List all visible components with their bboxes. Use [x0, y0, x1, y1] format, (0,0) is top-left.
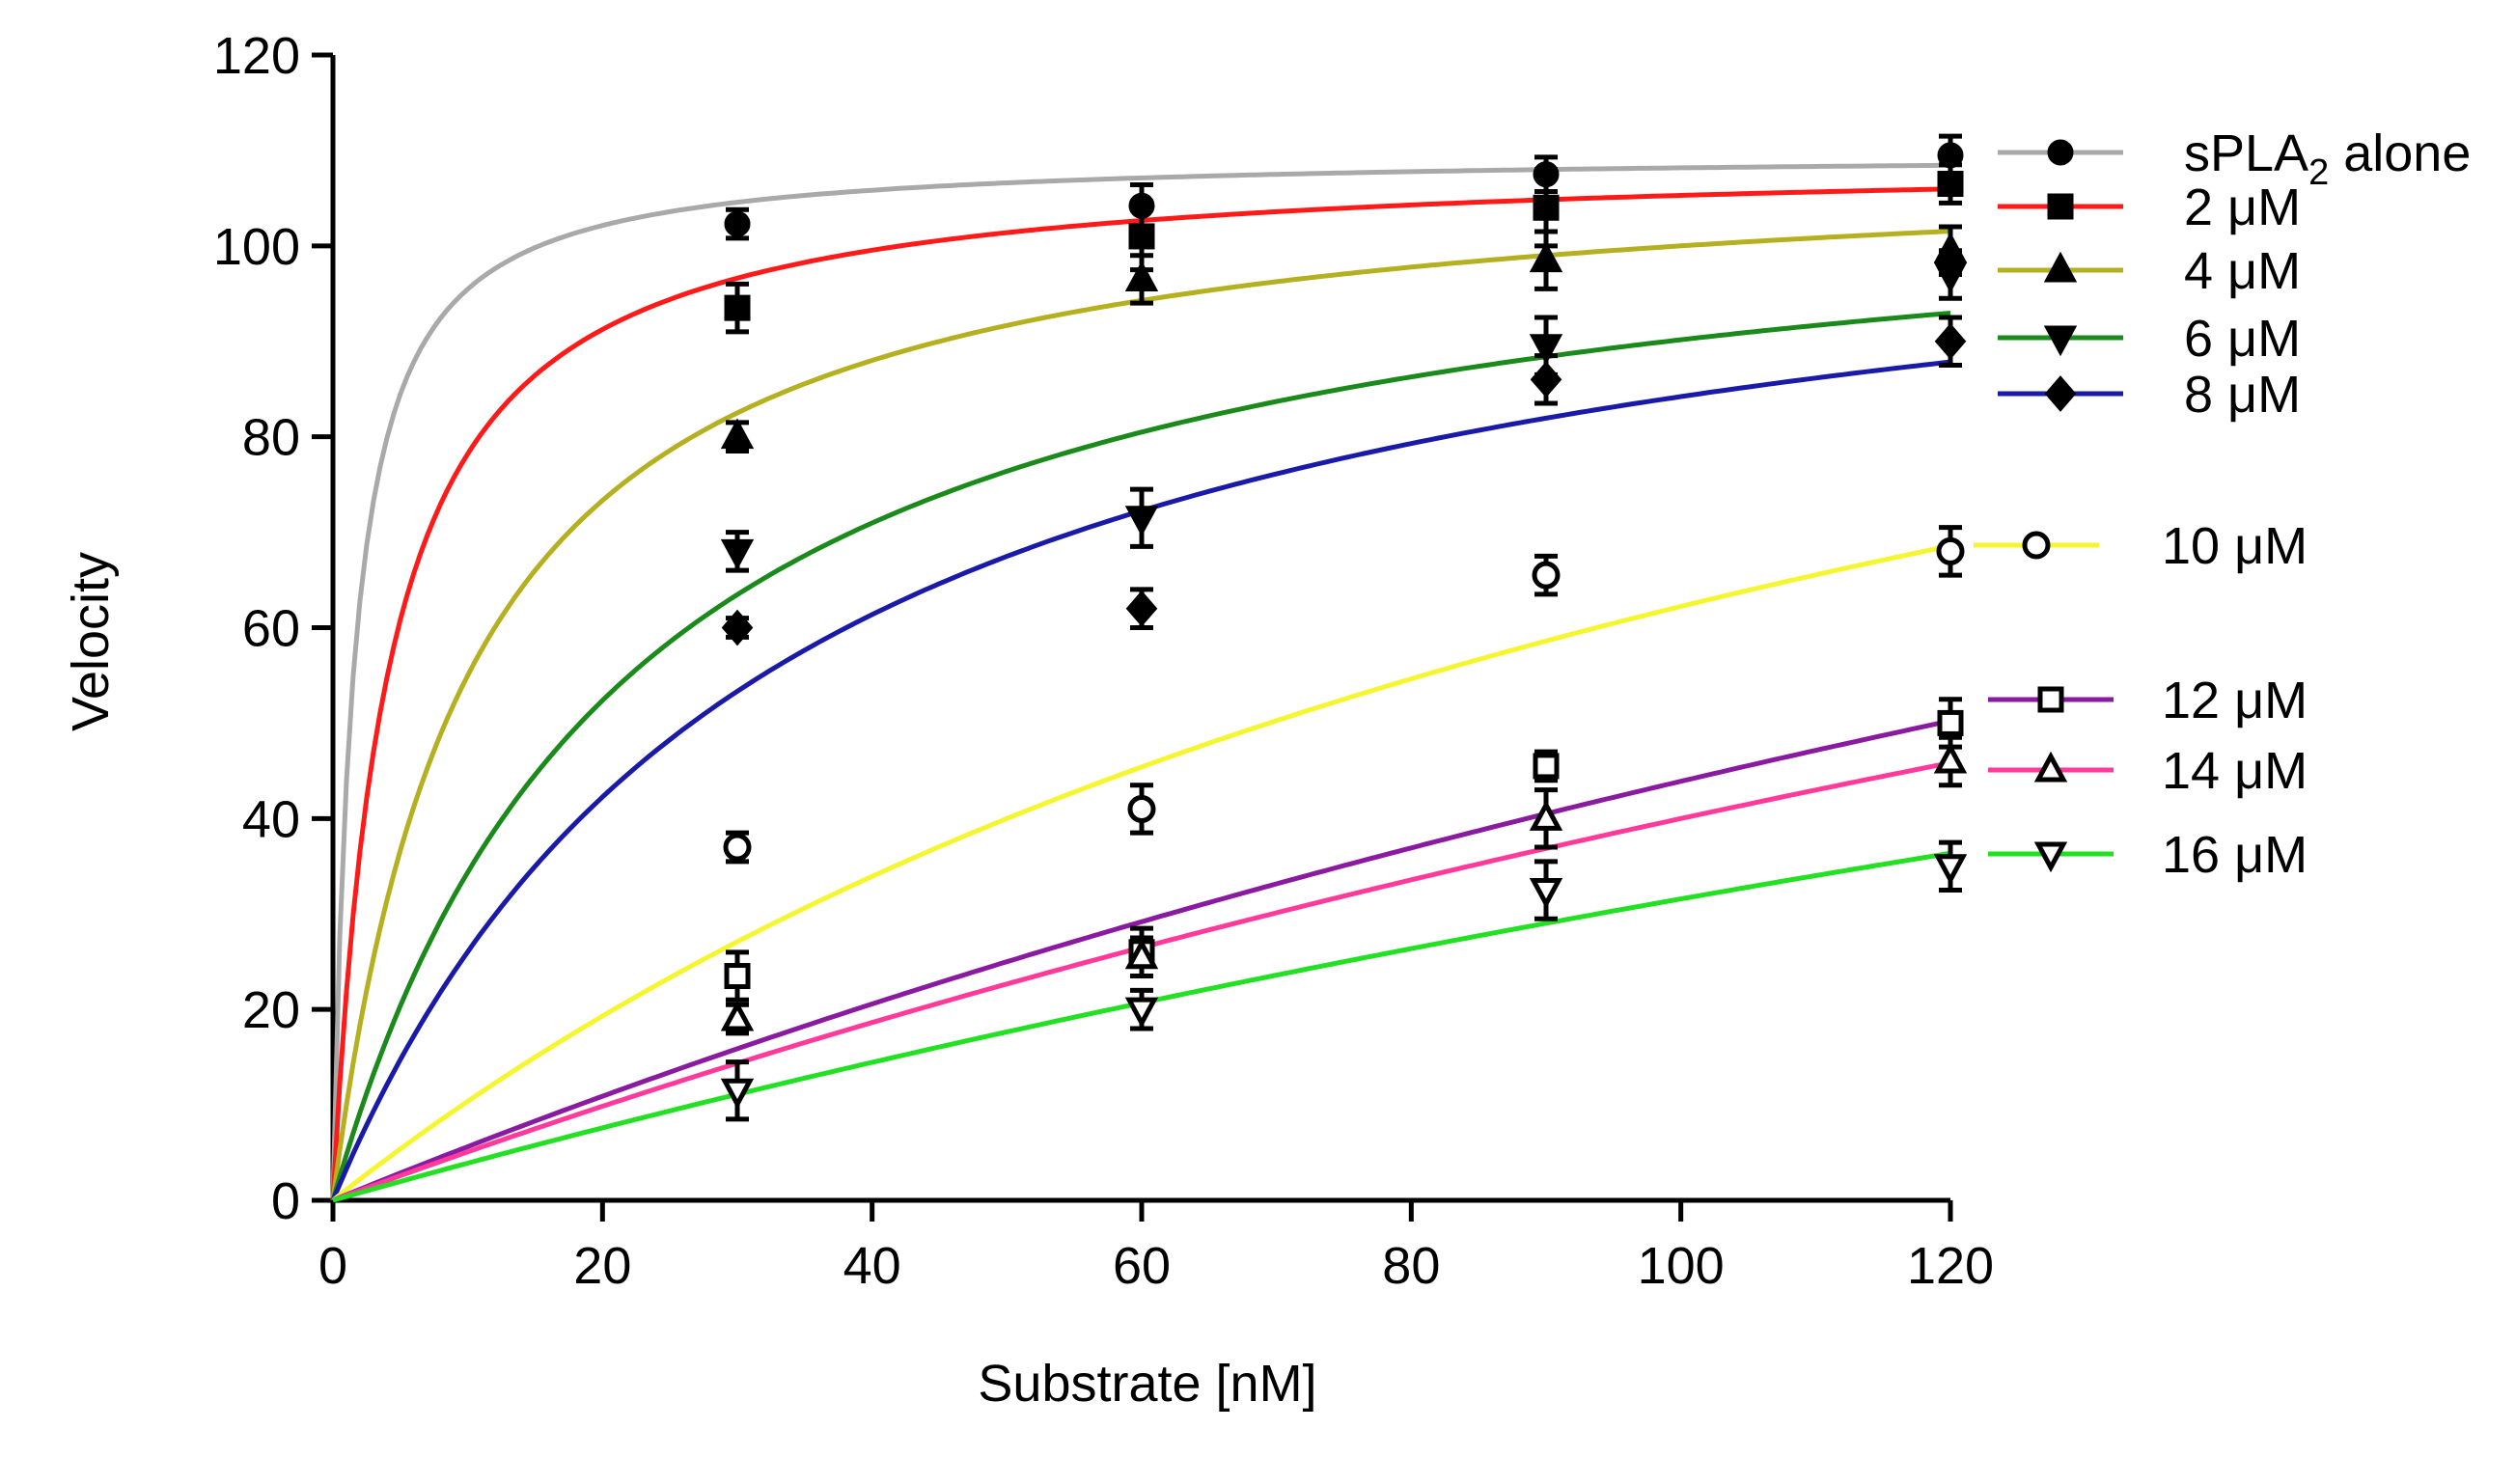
fit-curve-2 [330, 186, 1951, 1201]
legend-marker-4 [2043, 325, 2078, 357]
data-point-s2 [1533, 194, 1560, 221]
legend-label-main: 6 μM [2184, 310, 2301, 368]
data-point-s4 [1933, 262, 1968, 293]
data-point-s5 [1125, 590, 1158, 627]
fit-curves [330, 162, 1951, 1203]
y-tick-label: 40 [242, 790, 300, 848]
data-point-s4 [1124, 506, 1159, 536]
data-point-s3 [720, 418, 755, 450]
data-point-s9 [1124, 997, 1159, 1029]
data-point-s5 [1934, 322, 1967, 360]
fit-curve-6 [331, 543, 1951, 1202]
legend-label-3: 4 μM [2184, 242, 2301, 300]
legend-marker-7 [2037, 686, 2064, 713]
legend-label-main: 2 μM [2184, 179, 2301, 236]
data-point-s8 [1124, 938, 1159, 970]
data-point-s9 [720, 1078, 755, 1110]
fit-curve-1 [330, 162, 1951, 1201]
legend-label-4: 6 μM [2184, 310, 2301, 368]
legend-marker-5 [2044, 375, 2077, 412]
legend-label-7: 12 μM [2162, 672, 2308, 729]
y-tick-label: 60 [242, 600, 300, 658]
data-point-s2 [724, 294, 751, 321]
data-point-s8 [720, 1000, 755, 1031]
legend-marker-8 [2033, 751, 2068, 783]
legend-label-6: 10 μM [2162, 517, 2308, 575]
data-point-s9 [1529, 878, 1563, 909]
legend-label-8: 14 μM [2162, 742, 2308, 800]
data-point-s8 [1529, 800, 1563, 831]
legend-label-main: 8 μM [2184, 366, 2301, 424]
data-points [720, 133, 1968, 1122]
data-point-s6 [1532, 561, 1561, 590]
data-point-s5 [721, 609, 754, 646]
y-tick-label: 120 [213, 27, 300, 85]
legend-marker-6 [2022, 531, 2051, 560]
legend-label-tail: alone [2329, 124, 2471, 182]
x-tick-label: 60 [1113, 1237, 1171, 1295]
legend-label-1: sPLA2 alone [2184, 124, 2471, 193]
y-tick-label: 20 [242, 981, 300, 1039]
data-point-s7 [724, 963, 751, 990]
legend-label-9: 16 μM [2162, 826, 2308, 884]
x-tick-label: 120 [1907, 1237, 1994, 1295]
legend-marker-2 [2047, 193, 2074, 220]
y-tick-label: 100 [213, 218, 300, 276]
data-point-s6 [1127, 794, 1156, 823]
x-tick-label: 80 [1382, 1237, 1440, 1295]
x-tick-label: 20 [573, 1237, 631, 1295]
fit-curve-7 [332, 718, 1951, 1203]
legend-marker-3 [2043, 251, 2078, 283]
y-tick-label: 80 [242, 409, 300, 467]
data-point-s1 [724, 210, 751, 237]
x-tick-label: 100 [1638, 1237, 1725, 1295]
legend-label-main: 4 μM [2184, 242, 2301, 300]
legend-label-main: sPLA [2184, 124, 2308, 182]
data-point-s4 [1529, 334, 1563, 365]
data-point-s4 [720, 538, 755, 570]
y-tick-label: 0 [271, 1172, 300, 1230]
fit-curve-3 [330, 229, 1951, 1201]
data-point-s8 [1933, 742, 1968, 774]
data-point-s6 [723, 833, 752, 862]
data-point-s5 [1530, 361, 1562, 398]
x-axis-label: Substrate [nM] [978, 1355, 1316, 1413]
x-tick-label: 40 [843, 1237, 901, 1295]
legend-label-main: 10 μM [2162, 517, 2308, 575]
legend-label-main: 16 μM [2162, 826, 2308, 884]
legend-label-main: 12 μM [2162, 672, 2308, 729]
legend-label-main: 14 μM [2162, 742, 2308, 800]
data-point-s9 [1933, 854, 1968, 886]
legend-marker-1 [2047, 139, 2074, 166]
y-axis-label: Velocity [62, 552, 120, 731]
data-point-s6 [1936, 536, 1965, 565]
axes: 0 20 40 60 80 100 120 0 20 40 60 80 100 120 [213, 27, 1994, 1295]
legend-label-5: 8 μM [2184, 366, 2301, 424]
legend-label-2: 2 μM [2184, 179, 2301, 236]
data-point-s2 [1937, 171, 1964, 198]
legend-label-subscript: 2 [2308, 152, 2329, 193]
data-point-s3 [1124, 261, 1159, 291]
data-point-s2 [1128, 223, 1155, 250]
data-point-s3 [1529, 241, 1563, 273]
fit-curve-4 [330, 311, 1951, 1201]
legend-marker-9 [2033, 841, 2068, 873]
data-point-s7 [1533, 753, 1560, 780]
data-point-s7 [1937, 709, 1964, 736]
x-tick-label: 0 [318, 1237, 347, 1295]
